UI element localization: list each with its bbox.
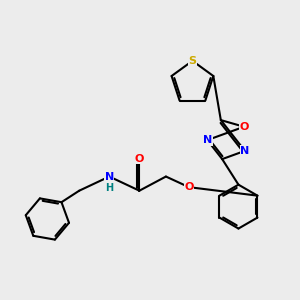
Text: N: N bbox=[240, 146, 250, 156]
Text: O: O bbox=[239, 122, 249, 132]
Text: N: N bbox=[203, 135, 212, 145]
Text: O: O bbox=[135, 154, 144, 164]
Text: H: H bbox=[106, 183, 114, 193]
Text: S: S bbox=[188, 56, 196, 66]
Text: N: N bbox=[105, 172, 114, 182]
Text: O: O bbox=[184, 182, 194, 192]
